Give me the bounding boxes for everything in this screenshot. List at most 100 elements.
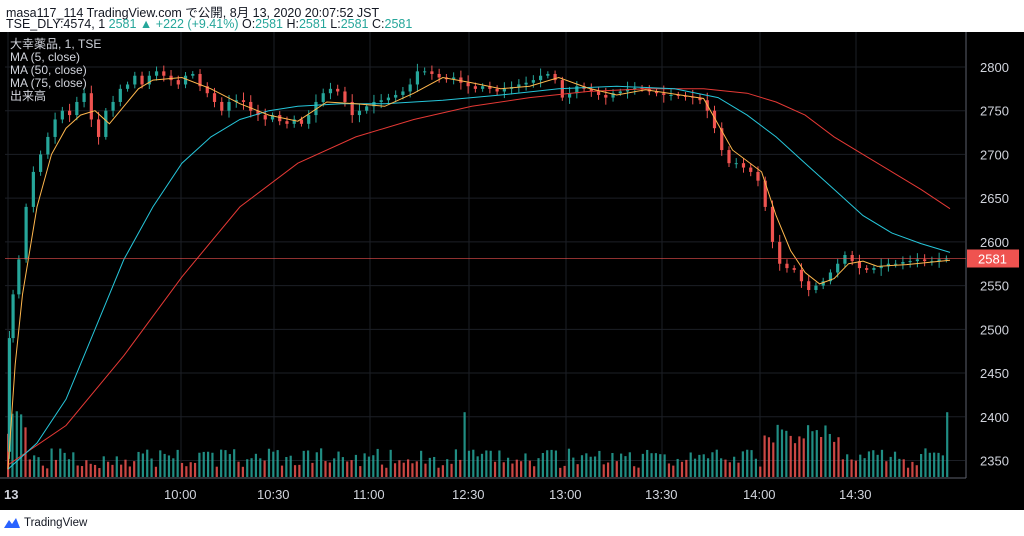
candle-body bbox=[901, 261, 905, 264]
volume-bar bbox=[676, 458, 679, 477]
legend-ma75[interactable]: MA (75, close) bbox=[10, 76, 87, 90]
legend-symbol[interactable]: 大幸薬品, 1, TSE bbox=[10, 37, 102, 51]
volume-bar bbox=[498, 450, 501, 477]
volume-bar bbox=[467, 450, 471, 477]
footer: TradingView bbox=[0, 510, 1024, 536]
candle-body bbox=[125, 84, 130, 89]
volume-bar bbox=[385, 467, 388, 477]
volume-bar bbox=[459, 459, 462, 477]
volume-bar bbox=[611, 453, 614, 477]
candle-body bbox=[865, 268, 869, 270]
candle-body bbox=[683, 95, 688, 97]
candle-body bbox=[96, 119, 101, 137]
candle-body bbox=[82, 93, 86, 102]
x-tick-label: 13:00 bbox=[549, 487, 582, 502]
volume-bar bbox=[941, 455, 944, 477]
volume-bar bbox=[193, 462, 197, 477]
volume-bar bbox=[276, 450, 279, 477]
candle-body bbox=[198, 73, 202, 87]
volume-bar bbox=[689, 452, 692, 477]
candle-body bbox=[111, 101, 115, 111]
up-arrow-icon: ▲ bbox=[139, 17, 153, 31]
volume-bar bbox=[254, 453, 258, 477]
volume-bar bbox=[228, 454, 231, 477]
volume-bar bbox=[350, 460, 353, 477]
candle-body bbox=[763, 180, 767, 207]
volume-bar bbox=[515, 459, 518, 477]
y-tick-label: 2800 bbox=[980, 60, 1009, 75]
volume-bar bbox=[920, 453, 923, 477]
volume-bar bbox=[393, 463, 397, 477]
volume-bar bbox=[793, 443, 797, 477]
legend-ma50[interactable]: MA (50, close) bbox=[10, 63, 87, 77]
volume-bar bbox=[489, 450, 492, 477]
volume-bar bbox=[902, 459, 905, 477]
candle-body bbox=[792, 268, 796, 270]
candle-body bbox=[538, 75, 543, 81]
ma50-line bbox=[7, 85, 951, 470]
volume-bar bbox=[946, 412, 949, 477]
last-price-badge bbox=[967, 249, 1019, 268]
volume-bar bbox=[333, 458, 336, 477]
volume-bar bbox=[693, 458, 697, 477]
candle-body bbox=[770, 206, 775, 242]
candle-body bbox=[408, 84, 412, 92]
y-tick-label: 2400 bbox=[980, 410, 1009, 425]
volume-bar bbox=[220, 449, 223, 477]
volume-bar bbox=[733, 456, 736, 477]
symbol-name[interactable]: TSE_DLY:4574, 1 bbox=[6, 17, 106, 31]
legend-volume[interactable]: 出来高 bbox=[10, 89, 47, 103]
price-chart[interactable]: 2350 2400 2450 2500 2550 2600 2650 2700 2750 2800… bbox=[0, 32, 1024, 510]
candle-body bbox=[263, 115, 267, 120]
volume-bar bbox=[146, 449, 149, 477]
volume-bar bbox=[120, 464, 123, 477]
volume-bar bbox=[911, 461, 914, 477]
candle-body bbox=[698, 97, 702, 101]
candle-body bbox=[741, 163, 746, 168]
volume-bar bbox=[672, 465, 675, 477]
volume-bar bbox=[376, 448, 379, 477]
volume-bar bbox=[354, 454, 358, 477]
volume-bar bbox=[237, 461, 240, 477]
volume-bar bbox=[759, 466, 762, 477]
volume-bar bbox=[150, 458, 153, 477]
volume-bar bbox=[537, 458, 540, 477]
volume-bar bbox=[337, 451, 340, 477]
chart-panel[interactable]: 2350 2400 2450 2500 2550 2600 2650 2700 2750 2800… bbox=[0, 32, 1024, 510]
volume-bar bbox=[437, 467, 440, 477]
low-value: 2581 bbox=[340, 17, 369, 31]
candle-body bbox=[567, 93, 572, 98]
candle-body bbox=[872, 268, 876, 270]
candle-body bbox=[937, 259, 941, 262]
volume-bar bbox=[846, 454, 849, 477]
volume-bar bbox=[67, 459, 71, 477]
candle-body bbox=[7, 338, 12, 452]
candle-body bbox=[53, 119, 57, 137]
volume-bar bbox=[593, 456, 597, 477]
volume-bar bbox=[485, 450, 488, 477]
candle-body bbox=[314, 101, 318, 116]
volume-bar bbox=[546, 450, 549, 477]
candle-body bbox=[118, 88, 122, 102]
open-label: O: bbox=[241, 17, 256, 31]
close-value: 2581 bbox=[384, 17, 413, 31]
volume-bar bbox=[346, 461, 349, 477]
candle-body bbox=[452, 77, 456, 80]
tradingview-brand[interactable]: TradingView bbox=[24, 517, 88, 529]
candle-body bbox=[220, 101, 224, 111]
x-tick-label: 11:00 bbox=[353, 487, 385, 502]
candle-body bbox=[430, 71, 434, 74]
candle-body bbox=[162, 71, 166, 76]
volume-bar bbox=[402, 462, 405, 477]
candle-body bbox=[886, 263, 891, 267]
volume-bar bbox=[328, 462, 331, 477]
volume-bar bbox=[124, 459, 127, 477]
candle-body bbox=[394, 94, 398, 98]
volume-bar bbox=[263, 460, 266, 477]
volume-bar bbox=[728, 462, 731, 477]
volume-bar bbox=[615, 461, 618, 477]
legend-ma5[interactable]: MA (5, close) bbox=[10, 50, 81, 64]
candle-body bbox=[575, 86, 579, 94]
volume-bar bbox=[572, 457, 575, 477]
candle-body bbox=[473, 86, 477, 89]
